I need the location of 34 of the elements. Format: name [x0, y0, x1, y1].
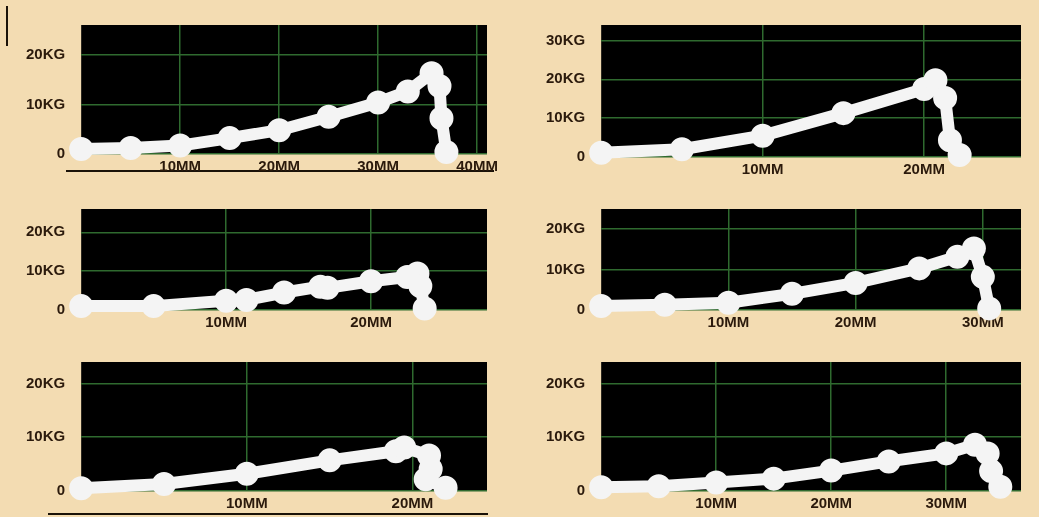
- x-tick-label: 20MM: [258, 157, 300, 175]
- x-tick-label: 20MM: [350, 313, 392, 331]
- x-tick-label: 20MM: [391, 494, 434, 512]
- x-tick-label: 20MM: [810, 494, 853, 512]
- y-tick-label: 0: [576, 481, 586, 499]
- y-tick-label: 20KG: [546, 69, 586, 87]
- x-tick-label: 40MM: [456, 157, 498, 175]
- x-tick-label: 10MM: [707, 313, 750, 331]
- y-tick-label: 20KG: [26, 222, 66, 240]
- y-tick-label: 10KG: [546, 259, 586, 277]
- y-tick-label: 10KG: [546, 108, 586, 126]
- y-tick-label: 10KG: [26, 94, 66, 112]
- x-tick-label: 10MM: [225, 494, 268, 512]
- y-tick-label: 20KG: [546, 219, 586, 237]
- x-tick-label: 30MM: [925, 494, 968, 512]
- y-tick-label: 20KG: [26, 373, 66, 391]
- x-tick-label: 10MM: [159, 157, 202, 175]
- y-tick-label: 20KG: [546, 373, 586, 391]
- y-tick-label: 0: [576, 300, 586, 318]
- y-tick-label: 10KG: [26, 427, 66, 445]
- y-tick-label: 20KG: [26, 44, 66, 62]
- y-tick-label: 10KG: [546, 427, 586, 445]
- y-tick-label: 30KG: [546, 30, 586, 48]
- x-tick-label: 10MM: [205, 313, 247, 331]
- x-tick-label: 20MM: [834, 313, 877, 331]
- x-tick-label: 10MM: [695, 494, 738, 512]
- y-tick-label: 0: [56, 144, 66, 162]
- x-tick-label: 10MM: [741, 160, 784, 178]
- x-tick-label: 30MM: [357, 157, 399, 175]
- y-tick-label: 0: [576, 147, 586, 165]
- y-tick-label: 10KG: [26, 261, 66, 279]
- y-tick-label: 0: [56, 300, 66, 318]
- y-tick-label: 0: [56, 481, 66, 499]
- x-tick-label: 20MM: [903, 160, 945, 178]
